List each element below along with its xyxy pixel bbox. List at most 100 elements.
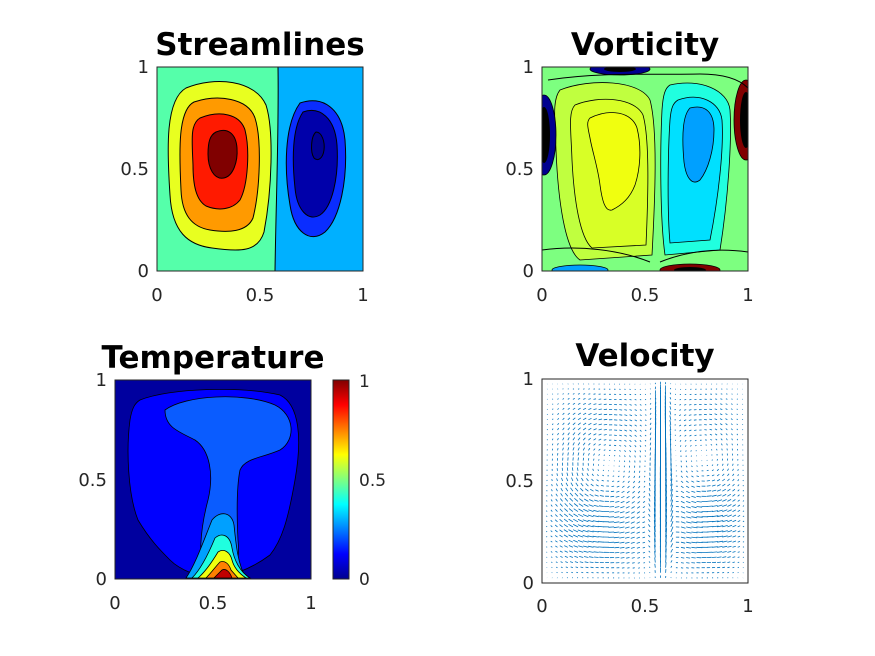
velocity-arrow [583, 407, 587, 410]
velocity-arrow [557, 432, 559, 436]
velocity-arrow [648, 487, 651, 492]
velocity-arrow [559, 534, 563, 538]
velocity-arrow [593, 413, 597, 416]
velocity-arrow [727, 483, 731, 487]
velocity-arrow [642, 546, 646, 549]
velocity-arrow [716, 504, 723, 507]
velocity-arrow [582, 447, 585, 451]
velocity-arrow [737, 520, 741, 523]
velocity-arrow [680, 465, 683, 468]
temperature-xtick: 0 [109, 593, 120, 614]
velocity-arrow [670, 571, 672, 574]
velocity-arrow [588, 393, 591, 395]
velocity-arrow [709, 423, 713, 426]
velocity-arrow [648, 534, 651, 538]
velocity-arrow [684, 399, 687, 401]
vorticity-left-cell-3 [587, 112, 641, 211]
velocity-arrow [583, 550, 589, 553]
velocity-arrow [684, 424, 687, 427]
velocity-arrow [727, 556, 731, 558]
velocity-arrow [597, 469, 599, 471]
velocity-arrow [705, 449, 708, 451]
velocity-arrow [588, 447, 591, 451]
velocity-arrow [686, 485, 690, 489]
velocity-arrow [686, 506, 691, 509]
velocity-arrow [636, 536, 641, 539]
velocity-arrow [720, 393, 723, 395]
velocity-arrow [554, 540, 558, 543]
velocity-arrow [629, 450, 632, 453]
velocity-arrow [627, 485, 630, 489]
velocity-yticks: 0 0.5 1 [505, 369, 534, 594]
velocity-arrow [588, 417, 592, 421]
velocity-arrow [594, 556, 599, 558]
velocity-arrow [642, 506, 646, 509]
velocity-arrow [566, 477, 569, 482]
velocity-arrow [685, 480, 689, 483]
velocity-arrow [722, 488, 726, 492]
velocity-arrow [670, 468, 672, 476]
velocity-arrow [584, 488, 589, 492]
velocity-arrow [557, 442, 559, 446]
velocity-arrow [588, 442, 591, 446]
velocity-arrow [614, 516, 620, 518]
velocity-arrow [584, 493, 589, 497]
velocity-panel: Velocity 0 0.5 1 0 0.5 1 [505, 338, 753, 617]
velocity-arrow [546, 541, 548, 543]
velocity-arrow [572, 422, 576, 426]
velocity-arrow [579, 556, 584, 558]
velocity-arrow [588, 432, 592, 436]
velocity-arrow [583, 545, 589, 548]
velocity-arrow [696, 475, 700, 477]
velocity-arrow [742, 541, 745, 543]
temperature-xtick: 0.5 [199, 593, 228, 614]
velocity-arrow [732, 561, 735, 563]
velocity-arrow [627, 480, 630, 484]
velocity-arrow [557, 398, 559, 400]
velocity-arrow [670, 532, 674, 538]
velocity-arrow [706, 490, 712, 492]
velocity-arrow [559, 529, 563, 533]
velocity-arrow [572, 427, 576, 431]
velocity-arrow [582, 452, 585, 456]
velocity-arrow [706, 469, 709, 472]
velocity-arrow [568, 529, 574, 533]
velocity-arrow [727, 473, 730, 477]
velocity-arrow [694, 429, 697, 431]
velocity-arrow [693, 424, 697, 426]
velocity-arrow [691, 495, 696, 498]
velocity-arrow [742, 520, 745, 523]
vorticity-ytick: 1 [523, 57, 534, 78]
velocity-arrow [648, 550, 651, 553]
velocity-arrow [577, 524, 584, 528]
velocity-arrow [637, 562, 641, 564]
velocity-arrow [686, 511, 692, 514]
temperature-xtick: 1 [305, 593, 316, 614]
velocity-arrow [680, 536, 686, 539]
velocity-arrow [615, 495, 620, 498]
velocity-arrow [654, 532, 656, 543]
velocity-arrow [649, 422, 652, 426]
velocity-arrow [597, 520, 604, 523]
velocity-arrow [603, 459, 605, 461]
velocity-arrow [594, 494, 599, 497]
velocity-arrow [562, 447, 564, 451]
velocity-arrow [603, 424, 608, 426]
velocity-arrow [577, 398, 581, 400]
velocity-arrow [634, 429, 637, 432]
velocity-arrow [644, 419, 647, 421]
velocity-arrow [577, 427, 581, 431]
velocity-arrow [559, 518, 563, 523]
velocity-arrow [638, 475, 641, 479]
velocity-arrow [598, 413, 603, 416]
velocity-arrow [716, 499, 723, 502]
velocity-arrow [562, 407, 565, 410]
velocity-arrow [568, 513, 574, 518]
velocity-arrow [686, 546, 691, 549]
velocity-arrow [550, 494, 553, 497]
velocity-arrow [679, 409, 682, 411]
velocity-arrow [685, 465, 688, 468]
velocity-arrow [574, 487, 579, 492]
velocity-arrow [706, 495, 712, 497]
velocity-arrow [577, 529, 584, 533]
